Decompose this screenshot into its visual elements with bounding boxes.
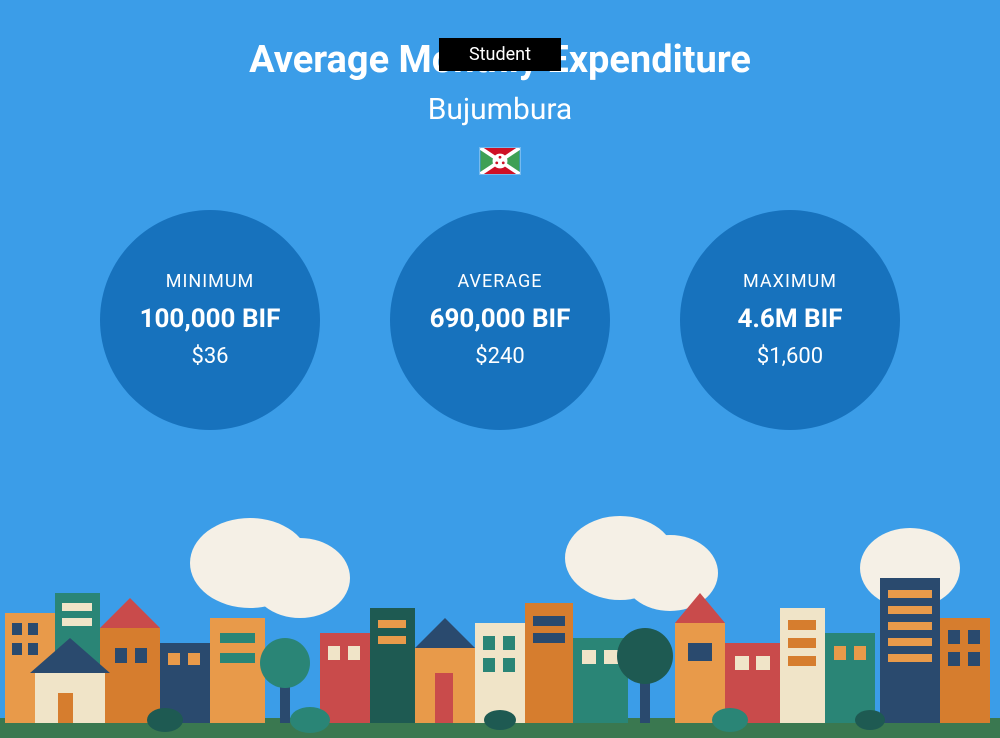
- metric-converted: $36: [191, 344, 228, 369]
- metric-label: AVERAGE: [458, 271, 543, 292]
- category-badge: Student: [439, 38, 561, 71]
- burundi-flag-icon: [479, 147, 521, 175]
- metric-converted: $240: [475, 344, 524, 369]
- metric-maximum: MAXIMUM 4.6M BIF $1,600: [680, 210, 900, 430]
- metric-value: 100,000 BIF: [140, 304, 281, 334]
- metric-value: 690,000 BIF: [430, 304, 571, 334]
- cityscape-illustration: [0, 508, 1000, 738]
- metric-label: MAXIMUM: [743, 271, 837, 292]
- city-name: Bujumbura: [0, 92, 1000, 127]
- metrics-container: MINIMUM 100,000 BIF $36 AVERAGE 690,000 …: [0, 210, 1000, 430]
- metric-converted: $1,600: [757, 344, 823, 369]
- metric-average: AVERAGE 690,000 BIF $240: [390, 210, 610, 430]
- flag-container: [0, 147, 1000, 175]
- metric-label: MINIMUM: [166, 271, 254, 292]
- badge-label: Student: [469, 44, 531, 65]
- metric-value: 4.6M BIF: [737, 304, 842, 334]
- metric-minimum: MINIMUM 100,000 BIF $36: [100, 210, 320, 430]
